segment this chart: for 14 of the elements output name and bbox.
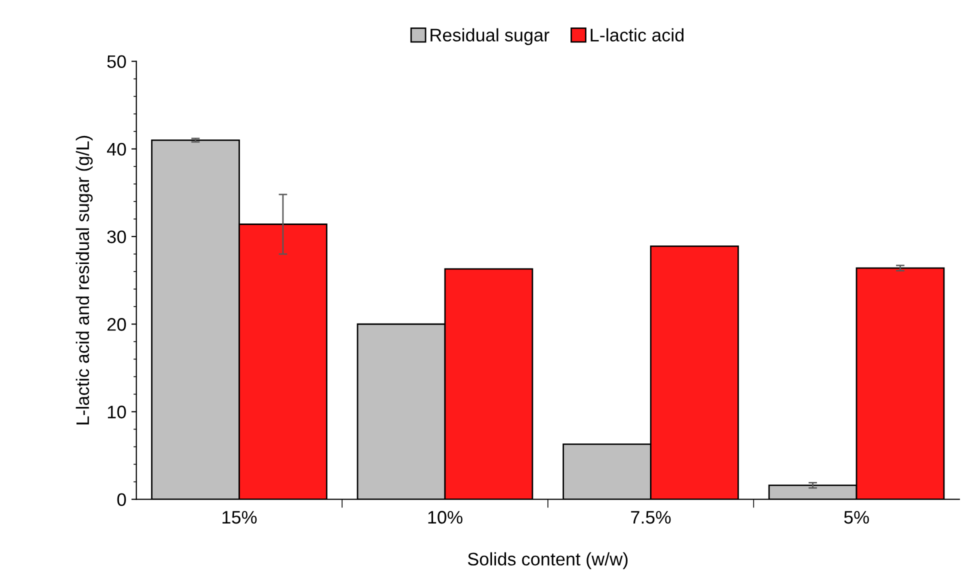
- y-tick-label: 0: [117, 493, 126, 506]
- x-tick-label: 7.5%: [631, 510, 671, 524]
- legend-label: L-lactic acid: [590, 28, 684, 42]
- legend-label: Residual sugar: [430, 28, 550, 46]
- y-tick-label: 20: [107, 318, 126, 331]
- y-tick-label: 10: [108, 406, 126, 418]
- x-tick-label: 15%: [222, 510, 257, 524]
- y-tick-label: 50: [107, 55, 126, 68]
- y-tick-label: 30: [107, 230, 126, 244]
- y-axis-title: L-lactic acid and residual sugar (g/L): [76, 136, 93, 424]
- x-tick-label: 10%: [428, 510, 462, 524]
- x-tick-label: 5%: [844, 510, 869, 524]
- x-axis-title: Solids content (w/w): [468, 552, 628, 570]
- y-tick-label: 40: [106, 142, 126, 156]
